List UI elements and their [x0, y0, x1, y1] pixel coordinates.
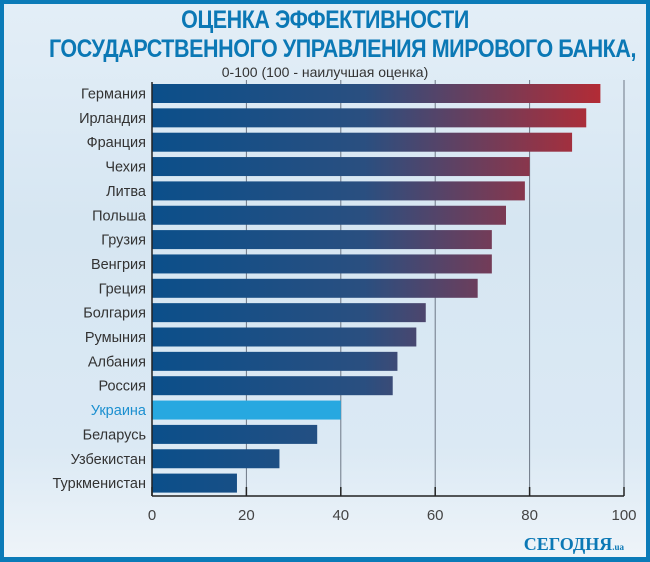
bar-10 — [152, 303, 426, 323]
bar-3 — [152, 132, 573, 152]
category-label: Туркменистан — [53, 476, 146, 492]
category-label: Чехия — [105, 160, 146, 176]
bar-4 — [152, 157, 530, 177]
segodnya-logo: СЕГОДНЯ.ua — [524, 534, 624, 557]
bar-15 — [152, 424, 318, 444]
bar-1 — [152, 84, 601, 103]
bar-16 — [152, 449, 280, 469]
bar-17 — [152, 473, 237, 493]
category-label: Германия — [81, 87, 146, 103]
category-label: Ирландия — [79, 111, 146, 127]
bar-8 — [152, 254, 492, 274]
bar-6 — [152, 205, 506, 225]
bar-12 — [152, 351, 398, 371]
chart-title: ОЦЕНКА ЭФФЕКТИВНОСТИ — [181, 6, 469, 34]
bar-9 — [152, 278, 478, 298]
x-tick-label: 0 — [148, 507, 156, 524]
logo-suffix: .ua — [612, 542, 624, 552]
bar-11 — [152, 327, 417, 347]
bar-13 — [152, 376, 393, 396]
x-tick-label: 20 — [238, 507, 255, 524]
x-tick-label: 80 — [521, 507, 538, 524]
category-label: Беларусь — [83, 427, 146, 443]
category-label: Франция — [87, 135, 146, 151]
bar-14 — [152, 400, 341, 420]
category-label: Албания — [88, 354, 146, 370]
bar-2 — [152, 108, 587, 128]
x-tick-label: 40 — [332, 507, 349, 524]
category-label: Украина — [91, 403, 147, 419]
x-tick-label: 100 — [611, 507, 636, 524]
category-label: Греция — [99, 281, 146, 297]
bar-7 — [152, 230, 492, 250]
category-label: Румыния — [85, 330, 146, 346]
category-label: Узбекистан — [71, 452, 146, 468]
chart-subtitle: 0-100 (100 - наилучшая оценка) — [221, 64, 429, 80]
category-label: Грузия — [101, 233, 146, 249]
category-label: Польша — [92, 208, 147, 224]
x-tick-label: 60 — [427, 507, 444, 524]
category-label: Россия — [98, 379, 146, 395]
category-label: Литва — [106, 184, 147, 200]
logo-name: СЕГОДНЯ — [523, 534, 613, 554]
category-label: Венгрия — [91, 257, 146, 273]
bar-5 — [152, 181, 525, 201]
chart-title-line2: ГОСУДАРСТВЕННОГО УПРАВЛЕНИЯ МИРОВОГО БАН… — [48, 35, 637, 63]
category-label: Болгария — [83, 306, 146, 322]
